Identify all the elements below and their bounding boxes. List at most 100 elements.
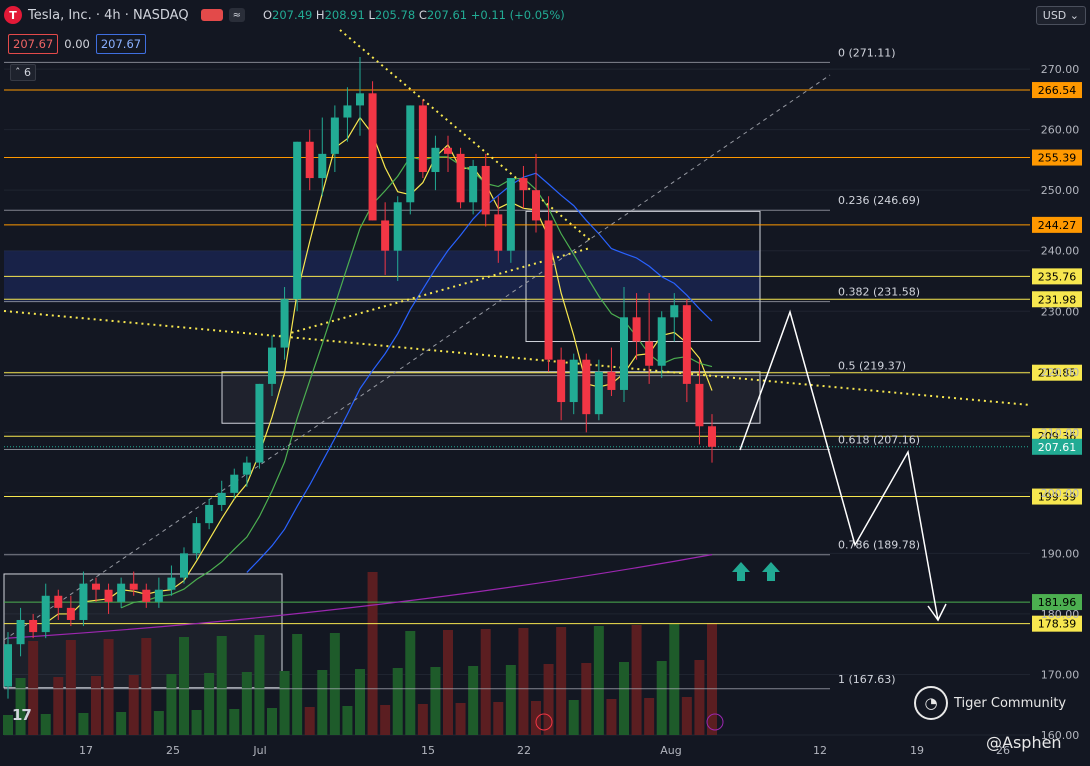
price-level-badge — [1032, 594, 1082, 611]
candle-body — [582, 359, 591, 415]
candle-body — [481, 165, 490, 215]
collapse-count: 6 — [24, 66, 31, 79]
volume-bar — [606, 699, 617, 735]
last-price-badge — [1032, 438, 1082, 455]
volume-bar — [417, 704, 428, 735]
currency-selector[interactable]: USD ⌄ — [1035, 6, 1086, 25]
price-level-badge — [1032, 364, 1082, 381]
volume-bar — [543, 664, 554, 735]
ohlc-readout: O207.49 H208.91 L205.78 C207.61 +0.11 (+… — [263, 8, 565, 22]
symbol-title[interactable]: Tesla, Inc. · 4h · NASDAQ — [28, 7, 189, 23]
price-level-badge — [1032, 82, 1082, 99]
chevron-down-icon: ⌄ — [1069, 9, 1079, 22]
candle-body — [431, 147, 440, 173]
tesla-logo-icon: T — [4, 6, 22, 24]
volume-bar — [531, 701, 541, 735]
volume-bar — [405, 631, 416, 735]
indicators-collapse-button[interactable]: ˆ 6 — [10, 64, 36, 81]
time-tick-label: 19 — [910, 744, 924, 757]
low-value: 205.78 — [374, 8, 416, 22]
fib-level-label: 0.786 (189.78) — [838, 539, 920, 552]
tradingview-logo-icon: 17 — [12, 706, 32, 724]
candle-body — [343, 105, 352, 118]
fib-level-label: 0.5 (219.37) — [838, 360, 906, 373]
candle-body — [708, 426, 716, 447]
candle-body — [645, 341, 654, 366]
volume-bar — [53, 677, 64, 735]
price-tick-label: 220.00 — [1041, 366, 1080, 379]
sell-price-button[interactable]: 207.67 — [8, 34, 59, 54]
fib-level-label: 0.618 (207.16) — [838, 434, 920, 447]
horizontal-levels: 266.54255.39244.27235.76231.98219.85209.… — [4, 82, 1082, 632]
volume-bar — [493, 702, 504, 735]
price-level-label: 231.98 — [1038, 293, 1077, 306]
candle-body — [154, 589, 163, 602]
projection-arrows — [535, 309, 947, 731]
volume-bar — [28, 641, 39, 735]
volume-bar — [355, 669, 365, 735]
candle-body — [330, 117, 339, 154]
volume-bar — [116, 712, 127, 735]
volume-bar — [279, 671, 290, 735]
candle-body — [469, 165, 478, 203]
support-trend-line — [3, 310, 1031, 406]
fib-level-label: 0.236 (246.69) — [838, 194, 920, 207]
volume-bar — [455, 703, 466, 735]
spread-value: 0.00 — [64, 37, 90, 51]
volume-bar — [229, 709, 240, 735]
flag-icon[interactable] — [200, 9, 223, 21]
volume-bar — [103, 639, 114, 735]
price-level-badge — [1032, 268, 1082, 285]
candle-body — [66, 607, 75, 620]
channel-line — [3, 74, 831, 641]
moving-average-line — [45, 116, 713, 624]
candle-body — [142, 589, 151, 602]
candle-body — [657, 317, 666, 366]
volume-bar — [78, 713, 89, 735]
candle-body — [54, 595, 63, 608]
volume-bar — [367, 572, 378, 735]
support-box — [221, 371, 761, 424]
candle-body — [356, 93, 364, 106]
price-level-badge — [1032, 488, 1082, 505]
volume-bar — [91, 676, 101, 735]
price-level-badge — [1032, 615, 1082, 632]
candle-body — [129, 583, 138, 590]
price-tick-label: 180.00 — [1041, 608, 1080, 621]
price-level-label: 178.39 — [1038, 618, 1077, 631]
candle-body — [255, 383, 264, 463]
candle-body — [4, 644, 12, 687]
price-level-badge — [1032, 291, 1082, 308]
candle-body — [217, 492, 226, 505]
fib-level-label: 1 (167.63) — [838, 673, 896, 686]
candle-body — [494, 214, 503, 251]
volume-bar — [430, 667, 441, 735]
volume-bar — [292, 634, 303, 735]
candle-body — [230, 474, 239, 493]
candle-body — [293, 141, 302, 300]
price-axis[interactable]: 160.00 170.00 180.00 190.00 200.00 210.00 220.… — [1041, 63, 1080, 742]
price-tick-label: 270.00 — [1041, 63, 1080, 76]
candle-body — [456, 153, 465, 203]
candle-body — [167, 577, 176, 590]
price-level-label: 244.27 — [1038, 219, 1077, 232]
volume-bar — [380, 705, 391, 735]
volume-bar — [392, 668, 403, 735]
volume-bar — [480, 629, 491, 735]
price-tick-label: 210.00 — [1041, 426, 1080, 439]
time-tick-label: 26 — [996, 744, 1010, 757]
buy-price-button[interactable]: 207.67 — [95, 34, 147, 54]
candle-body — [444, 147, 452, 154]
candle-body — [79, 583, 88, 620]
indicator-toggle[interactable]: ≈ — [228, 8, 245, 22]
high-label: H — [315, 8, 325, 22]
volume-bar — [518, 628, 529, 735]
author-handle: @Asphen — [986, 733, 1062, 752]
candle-body — [242, 462, 251, 475]
price-level-label: 255.39 — [1038, 152, 1077, 165]
time-axis[interactable]: 17 25 Jul 15 22 Aug 12 19 26 — [79, 744, 1010, 757]
volume-bar — [15, 678, 26, 735]
trade-prices: 207.67 0.00 207.67 — [8, 34, 147, 54]
chart-header: T Tesla, Inc. · 4h · NASDAQ ≈ O207.49 H2… — [4, 4, 565, 26]
